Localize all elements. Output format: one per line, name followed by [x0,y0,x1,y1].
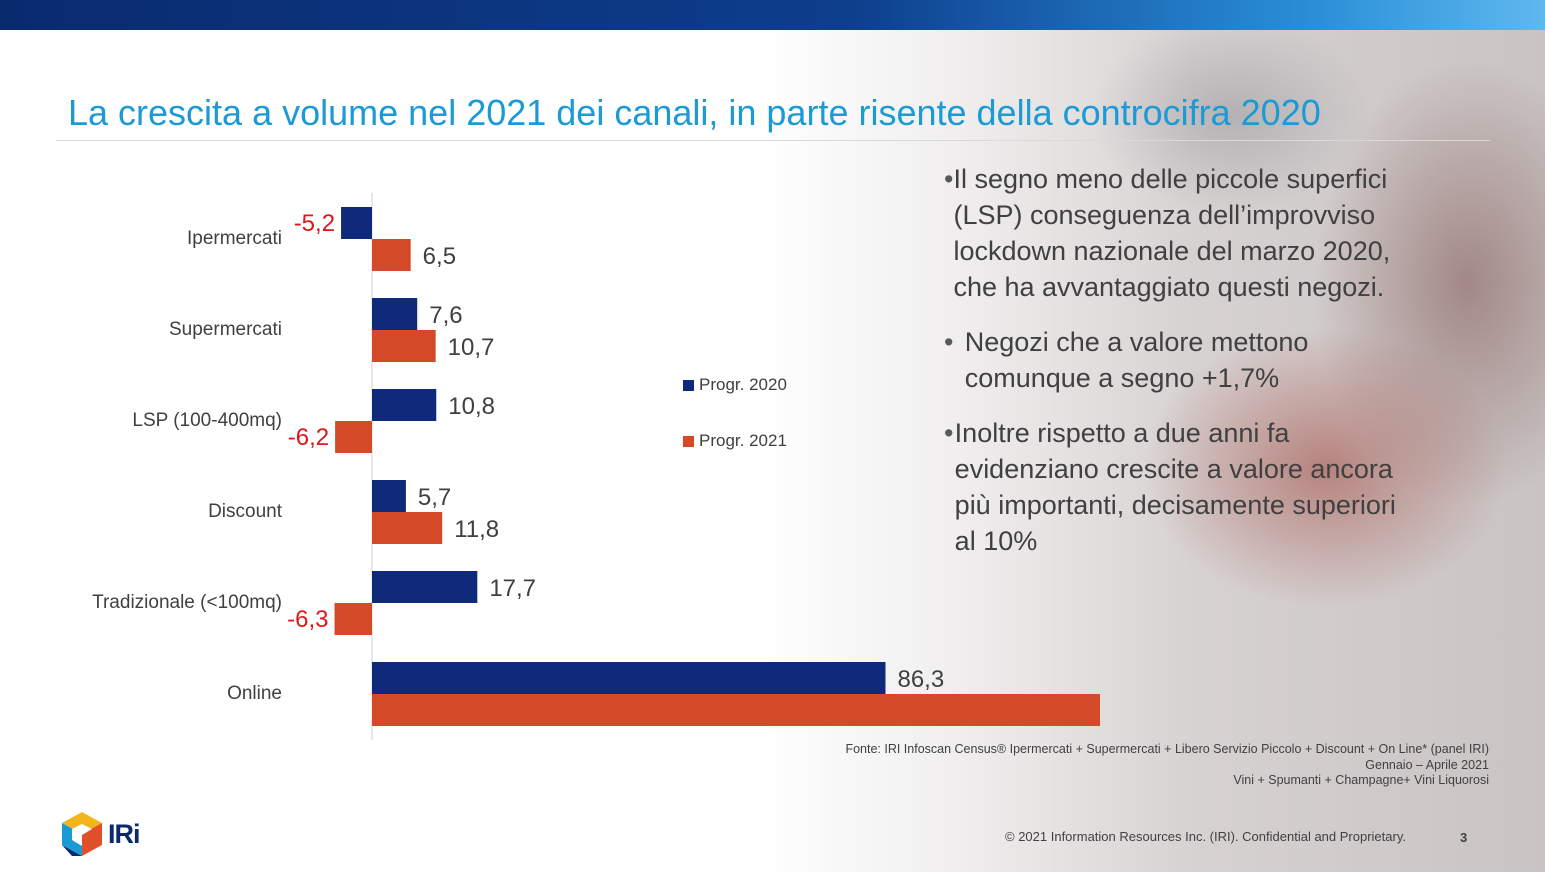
iri-logo: IRi [60,810,141,858]
bullet-dot: • [944,164,954,194]
title-divider [56,140,1490,141]
bar [372,480,406,512]
legend-label-2020: Progr. 2020 [699,375,787,394]
category-label: Supermercati [169,319,282,340]
source-line: Vini + Spumanti + Champagne+ Vini Liquor… [1233,773,1489,787]
bullet-dot: • [944,327,954,357]
data-label: 11,8 [454,516,499,543]
bar [334,603,372,635]
bullet-item: • Inoltre rispetto a due anni fa evidenz… [944,415,1424,559]
data-label: 7,6 [429,302,462,329]
bar [372,694,1138,726]
bar [335,421,372,453]
chart-legend: Progr. 2020 Progr. 2021 [683,374,787,486]
bullet-dot: • [944,418,954,448]
category-label: LSP (100-400mq) [132,410,282,431]
source-note: Fonte: IRI Infoscan Census® Ipermercati … [845,742,1489,789]
page-number: 3 [1460,830,1468,845]
copyright-note: © 2021 Information Resources Inc. (IRI).… [1005,829,1406,844]
data-label: -6,3 [287,606,328,633]
category-label: Discount [208,501,283,522]
legend-item-2020: Progr. 2020 [683,374,787,396]
bullet-text: Negozi che a valore mettono comunque a s… [964,327,1309,393]
bar [372,389,437,421]
data-label: 86,3 [897,666,944,693]
bar [372,512,443,544]
bar-chart: Ipermercati -5,2 6,5 Supermercati 7,6 10,7 LSP… [0,160,1210,755]
category-label: Ipermercati [187,228,282,249]
top-banner [0,0,1545,30]
bullet-text: Il segno meno delle piccole superfici (L… [953,164,1391,302]
data-label: 10,7 [448,334,495,361]
category-label: Online [227,683,282,704]
legend-swatch-2020 [683,379,694,391]
bar [341,207,372,239]
category-label: Tradizionale (<100mq) [92,592,282,613]
bar [372,571,478,603]
legend-swatch-2021 [683,435,694,447]
chart-canvas: Ipermercati -5,2 6,5 Supermercati 7,6 10,7 LSP… [92,193,1210,740]
bullet-item: • Il segno meno delle piccole superfici … [944,161,1424,305]
data-label: 6,5 [423,243,456,270]
data-label: -5,2 [294,210,335,237]
data-label: 17,7 [489,575,536,602]
background-photo [760,30,1545,872]
bullet-item: • Negozi che a valore mettono comunque a… [944,324,1424,396]
source-line: Fonte: IRI Infoscan Census® Ipermercati … [845,742,1489,756]
bar [372,239,411,271]
data-label: -6,2 [288,424,329,451]
slide-title: La crescita a volume nel 2021 dei canali… [68,92,1321,133]
logo-wordmark: IRi [108,818,141,849]
bullet-list: • Il segno meno delle piccole superfici … [944,161,1424,578]
data-label: 5,7 [418,484,451,511]
legend-item-2021: Progr. 2021 [683,430,787,452]
bullet-text: Inoltre rispetto a due anni fa evidenzia… [954,418,1396,556]
bar [372,298,418,330]
source-line: Gennaio – Aprile 2021 [1365,757,1489,772]
legend-label-2021: Progr. 2021 [699,431,787,450]
bar [372,330,436,362]
data-label: 10,8 [448,393,495,420]
iri-cube-icon [62,812,102,856]
bar [372,662,886,694]
